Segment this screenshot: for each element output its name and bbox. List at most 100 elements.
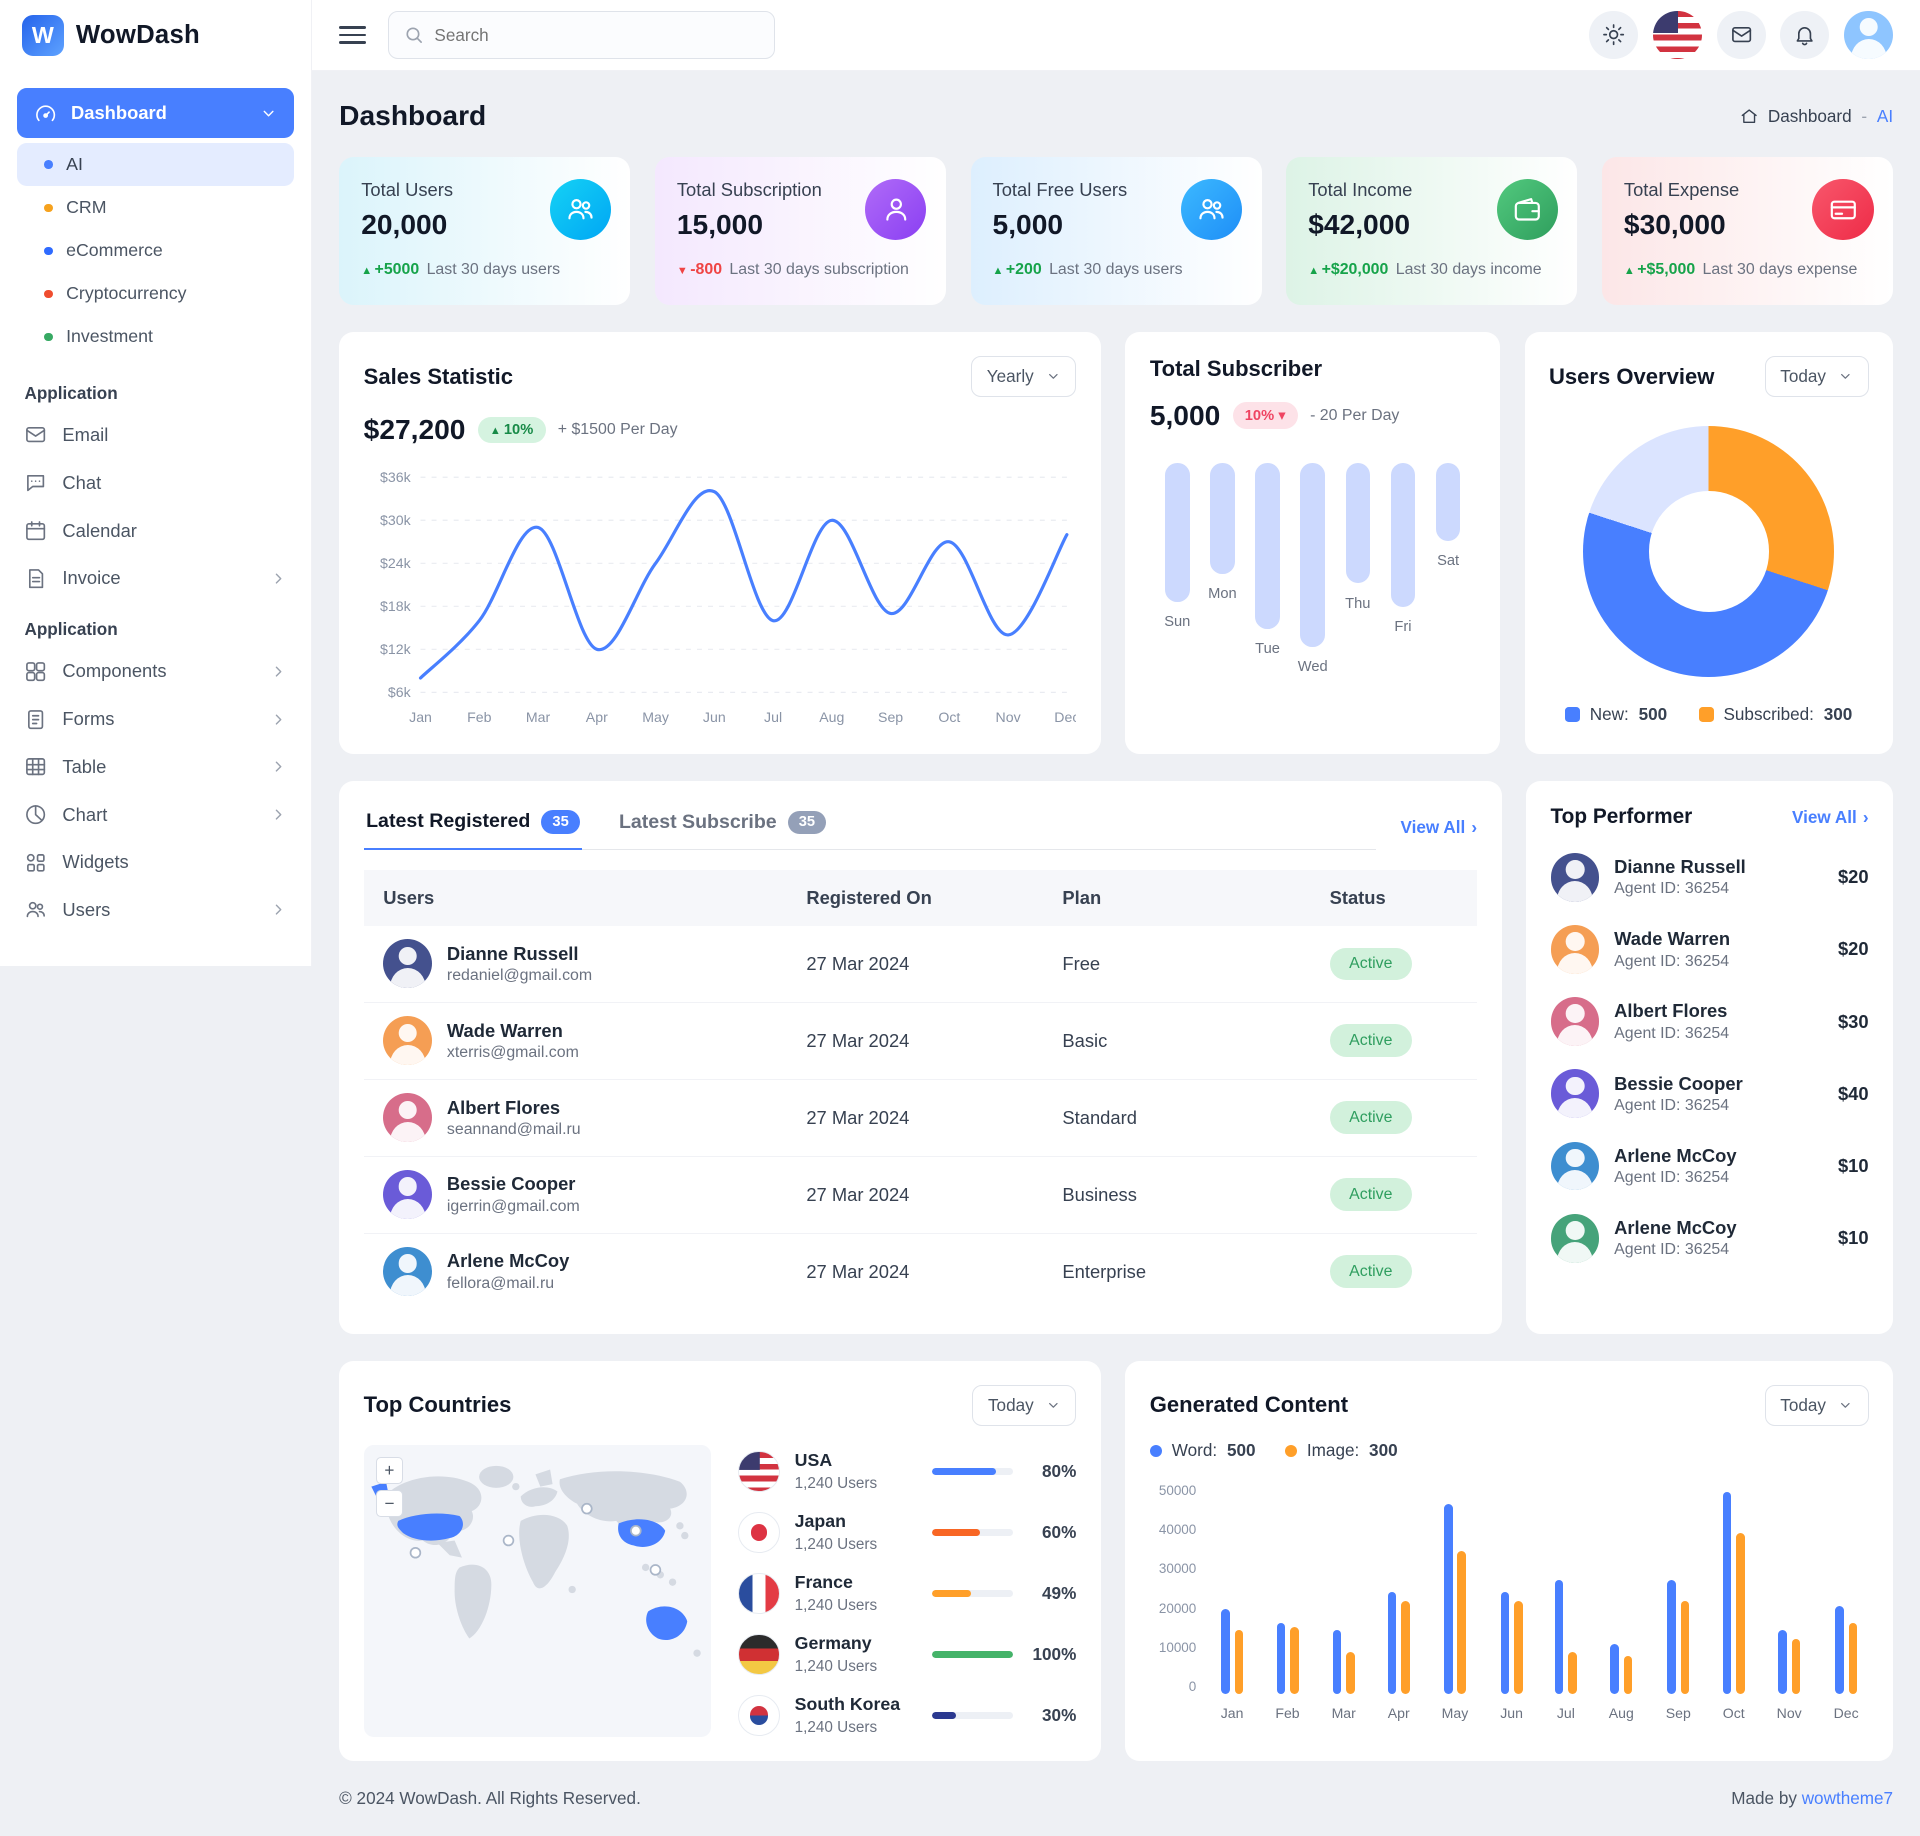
tab-latest-registered[interactable]: Latest Registered 35 bbox=[363, 805, 583, 851]
status-badge: Active bbox=[1329, 1178, 1413, 1211]
status-badge: Active bbox=[1329, 947, 1413, 981]
sidebar-item-chart[interactable]: Chart bbox=[0, 791, 311, 839]
performer-agent-id: Agent ID: 36254 bbox=[1614, 1241, 1730, 1259]
legend-value: 300 bbox=[1823, 703, 1853, 724]
avatar bbox=[1550, 1213, 1600, 1263]
sidebar-item-components[interactable]: Components bbox=[0, 648, 311, 696]
subitem-label: AI bbox=[66, 154, 83, 175]
svg-text:Dec: Dec bbox=[1054, 709, 1076, 725]
performer-name: Bessie Cooper bbox=[1614, 1072, 1743, 1094]
sidebar-item-dashboard[interactable]: Dashboard bbox=[17, 88, 295, 139]
select-value: Today bbox=[988, 1394, 1034, 1415]
widgets-icon bbox=[27, 853, 46, 872]
svg-text:$36k: $36k bbox=[380, 469, 412, 485]
stat-note: Last 30 days users bbox=[426, 261, 561, 279]
breadcrumb-root[interactable]: Dashboard bbox=[1767, 105, 1852, 126]
sidebar-subitem-cryptocurrency[interactable]: Cryptocurrency bbox=[17, 272, 294, 315]
stat-delta: +200 bbox=[993, 261, 1042, 279]
tab-label: Latest Subscribe bbox=[618, 810, 777, 833]
messages-button[interactable] bbox=[1716, 10, 1766, 60]
countries-range-select[interactable]: Today bbox=[972, 1385, 1077, 1426]
main-column: Dashboard Dashboard - AI Total Users 20,… bbox=[312, 0, 1920, 1836]
sidebar-item-forms[interactable]: Forms bbox=[0, 695, 311, 743]
sidebar-item-label: Invoice bbox=[62, 567, 121, 589]
theme-toggle-button[interactable] bbox=[1589, 10, 1639, 60]
country-percent: 60% bbox=[1042, 1521, 1077, 1542]
registered-users-table: Users Registered On Plan Status Dianne R… bbox=[363, 869, 1478, 1310]
country-flag-icon bbox=[738, 1511, 780, 1554]
invoice-icon bbox=[29, 568, 44, 588]
sidebar-item-chat[interactable]: Chat bbox=[0, 459, 311, 507]
progress-track bbox=[931, 1711, 1013, 1720]
users-icon bbox=[27, 902, 46, 918]
performer-name: Dianne Russell bbox=[1614, 855, 1746, 877]
cell-date: 27 Mar 2024 bbox=[786, 1156, 1043, 1234]
wowtheme7-link[interactable]: wowtheme7 bbox=[1801, 1788, 1894, 1809]
country-users: 1,240 Users bbox=[794, 1596, 878, 1614]
view-all-link[interactable]: View All › bbox=[1792, 806, 1869, 827]
sidebar-section-title: Application bbox=[24, 382, 118, 403]
sidebar-item-widgets[interactable]: Widgets bbox=[0, 838, 311, 886]
sidebar-subitem-ai[interactable]: AI bbox=[17, 143, 295, 187]
cell-plan: Business bbox=[1042, 1156, 1311, 1234]
sidebar-subitem-investment[interactable]: Investment bbox=[17, 315, 294, 358]
search-input[interactable] bbox=[434, 24, 760, 46]
performer-name: Albert Flores bbox=[1614, 1000, 1728, 1022]
avatar bbox=[383, 1016, 433, 1066]
subscriber-user-icon bbox=[865, 178, 927, 241]
menu-toggle-button[interactable] bbox=[339, 26, 367, 44]
users-overview-range-select[interactable]: Today bbox=[1764, 356, 1869, 397]
sidebar-nav: Dashboard AI CRM eCommerce Cryptocurrenc… bbox=[0, 88, 311, 934]
language-us-flag-button[interactable] bbox=[1653, 10, 1703, 60]
country-row: USA 1,240 Users 80% bbox=[738, 1450, 1076, 1493]
avatar bbox=[1550, 852, 1600, 902]
sidebar-subitem-ecommerce[interactable]: eCommerce bbox=[17, 229, 294, 272]
country-users: 1,240 Users bbox=[794, 1535, 878, 1553]
sidebar-item-calendar[interactable]: Calendar bbox=[0, 507, 311, 555]
map-zoom-out-button[interactable]: − bbox=[375, 1490, 403, 1518]
avatar bbox=[1550, 1069, 1600, 1119]
col-header-users: Users bbox=[363, 869, 787, 926]
subscriber-trend-badge[interactable]: 10% bbox=[1232, 402, 1298, 429]
brand[interactable]: W WowDash bbox=[0, 0, 311, 71]
sidebar-subitem-crm[interactable]: CRM bbox=[17, 186, 294, 229]
col-header-status: Status bbox=[1310, 869, 1478, 926]
stat-delta: -800 bbox=[677, 261, 722, 279]
chevron-right-icon bbox=[270, 711, 287, 728]
view-all-link[interactable]: View All › bbox=[1400, 817, 1478, 838]
performer-agent-id: Agent ID: 36254 bbox=[1614, 1169, 1730, 1187]
sidebar-item-users[interactable]: Users bbox=[0, 886, 311, 934]
performer-agent-id: Agent ID: 36254 bbox=[1614, 1097, 1730, 1114]
sidebar-item-invoice[interactable]: Invoice bbox=[0, 554, 311, 602]
performer-amount: $10 bbox=[1837, 1155, 1869, 1176]
notifications-button[interactable] bbox=[1780, 10, 1830, 60]
generated-range-select[interactable]: Today bbox=[1764, 1385, 1869, 1426]
search-box bbox=[388, 10, 776, 60]
stat-note: Last 30 days expense bbox=[1702, 261, 1858, 279]
svg-text:$30k: $30k bbox=[380, 513, 412, 529]
sidebar-item-email[interactable]: Email bbox=[0, 411, 311, 459]
country-users: 1,240 Users bbox=[794, 1474, 878, 1492]
user-email: fellora@mail.ru bbox=[446, 1274, 555, 1292]
stat-value: $42,000 bbox=[1308, 209, 1411, 241]
performer-row: Bessie Cooper Agent ID: 36254 $40 bbox=[1550, 1069, 1869, 1119]
user-name: Dianne Russell bbox=[446, 942, 579, 964]
country-name: South Korea bbox=[794, 1694, 901, 1715]
sidebar-item-label: Email bbox=[62, 424, 109, 446]
sidebar-item-table[interactable]: Table bbox=[0, 743, 311, 791]
map-zoom-in-button[interactable]: + bbox=[375, 1457, 403, 1485]
stat-note: Last 30 days subscription bbox=[729, 261, 909, 279]
performer-agent-id: Agent ID: 36254 bbox=[1614, 880, 1730, 898]
pie-chart-icon bbox=[26, 805, 46, 825]
legend-value: 500 bbox=[1226, 1440, 1256, 1461]
performer-name: Wade Warren bbox=[1614, 928, 1731, 950]
stat-label: Total Free Users bbox=[992, 178, 1128, 200]
profile-avatar[interactable] bbox=[1844, 10, 1894, 60]
topbar-actions bbox=[1589, 10, 1894, 60]
status-badge: Active bbox=[1329, 1101, 1413, 1135]
sales-range-select[interactable]: Yearly bbox=[971, 356, 1077, 397]
sidebar: W WowDash Dashboard AI CRM eCommerce Cry… bbox=[0, 0, 313, 966]
progress-track bbox=[931, 1589, 1013, 1598]
tab-latest-subscribe[interactable]: Latest Subscribe 35 bbox=[617, 805, 829, 849]
svg-text:Feb: Feb bbox=[467, 709, 491, 725]
